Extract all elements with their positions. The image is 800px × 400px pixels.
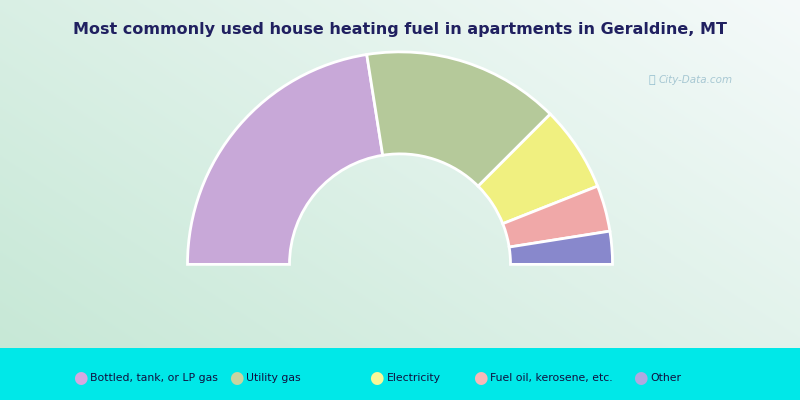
Wedge shape [509, 231, 613, 264]
Wedge shape [187, 54, 382, 264]
Text: ●: ● [633, 369, 647, 387]
Text: ●: ● [229, 369, 243, 387]
Text: Utility gas: Utility gas [246, 373, 301, 383]
Text: ●: ● [369, 369, 383, 387]
Text: Fuel oil, kerosene, etc.: Fuel oil, kerosene, etc. [490, 373, 613, 383]
Text: Most commonly used house heating fuel in apartments in Geraldine, MT: Most commonly used house heating fuel in… [73, 22, 727, 37]
Text: Bottled, tank, or LP gas: Bottled, tank, or LP gas [90, 373, 218, 383]
Text: City-Data.com: City-Data.com [659, 75, 733, 85]
Text: ●: ● [73, 369, 87, 387]
Text: ⓘ: ⓘ [649, 75, 655, 85]
Wedge shape [366, 52, 550, 186]
Text: Other: Other [650, 373, 682, 383]
Wedge shape [478, 114, 598, 224]
Text: Electricity: Electricity [386, 373, 440, 383]
Text: ●: ● [473, 369, 487, 387]
Wedge shape [502, 186, 610, 247]
